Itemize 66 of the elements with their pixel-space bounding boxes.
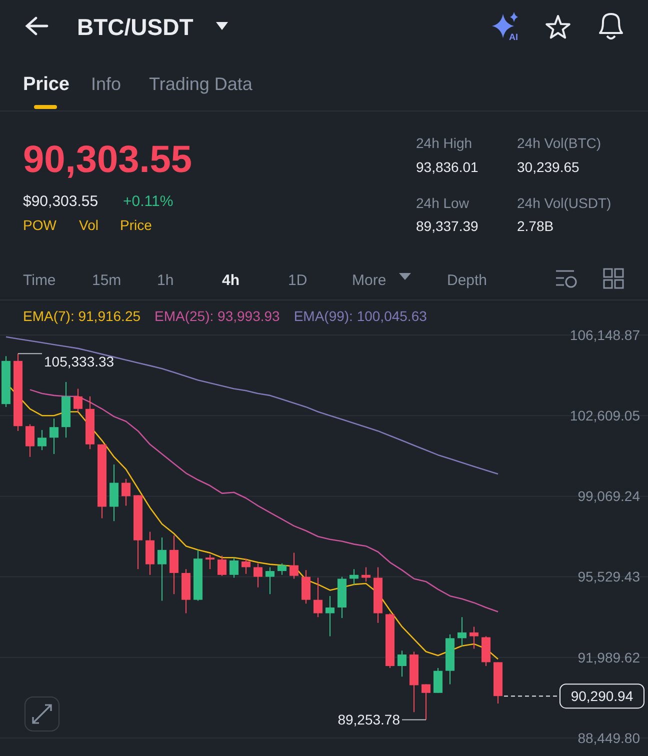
candlestick — [206, 554, 214, 570]
text: 24h Vol(USDT) — [517, 195, 612, 211]
text: 15m — [92, 272, 122, 289]
text: $90,303.55 — [23, 193, 98, 210]
text: 24h Vol(BTC) — [517, 135, 602, 151]
candlestick — [146, 531, 154, 576]
text: 1h — [157, 272, 174, 289]
candlestick — [110, 464, 118, 522]
candlestick — [254, 562, 262, 588]
y-tick-label: 102,609.05 — [570, 408, 640, 424]
annotation: 89,253.78 — [338, 712, 400, 728]
text: EMA(7): 91,916.25 — [23, 308, 141, 324]
text: 4h — [222, 272, 240, 289]
candlestick — [74, 388, 82, 412]
candlestick — [38, 429, 46, 451]
candlestick — [266, 566, 274, 595]
candlestick — [26, 424, 34, 458]
ref-line-label: 90,290.94 — [570, 688, 634, 704]
candlestick — [50, 418, 58, 454]
text: Time — [23, 272, 56, 289]
text: POW — [23, 217, 58, 233]
candlestick — [230, 557, 238, 578]
text: 30,239.65 — [517, 159, 580, 175]
text: Price — [120, 217, 152, 233]
candlestick — [170, 535, 178, 595]
chart-title: BTC/USDT — [77, 14, 194, 40]
text: 89,337.39 — [416, 218, 478, 234]
y-tick-label: 99,069.24 — [578, 488, 640, 504]
text: 24h Low — [416, 195, 470, 211]
text: +0.11% — [123, 193, 174, 210]
line-series — [5, 336, 499, 475]
candlestick — [314, 577, 322, 618]
line-series — [29, 389, 499, 612]
candlestick — [422, 684, 430, 720]
text: EMA(25): 93,993.93 — [154, 308, 280, 324]
candlestick — [326, 595, 334, 637]
y-tick-label: 88,449.80 — [578, 730, 640, 746]
candlestick — [434, 667, 442, 694]
text: 24h High — [416, 135, 472, 151]
y-tick-label: 106,148.87 — [570, 326, 640, 343]
candlestick — [122, 478, 130, 506]
text: 90,303.55 — [23, 139, 192, 181]
candlestick — [290, 552, 298, 580]
text: Vol — [79, 217, 98, 233]
text: Price — [23, 74, 70, 95]
text: EMA(99): 100,045.63 — [294, 308, 428, 324]
candlestick — [302, 570, 310, 604]
candlestick — [470, 626, 478, 650]
candlestick — [218, 555, 226, 576]
text: Info — [91, 74, 122, 94]
candlestick — [350, 568, 358, 585]
candlestick — [458, 616, 466, 646]
candlestick — [242, 558, 250, 574]
text: 2.78B — [517, 218, 554, 234]
candlestick — [278, 562, 286, 576]
candlestick — [158, 536, 166, 602]
y-tick-label: 95,529.43 — [578, 568, 640, 585]
text: Depth — [447, 272, 488, 289]
y-tick-label: 91,989.62 — [578, 649, 640, 666]
text: 1D — [288, 272, 308, 289]
candlestick — [398, 650, 406, 678]
annotation: 105,333.33 — [44, 353, 114, 370]
text: 93,836.01 — [416, 159, 478, 175]
text: Trading Data — [149, 74, 254, 94]
text: More — [352, 272, 386, 289]
text: AI — [509, 32, 518, 42]
